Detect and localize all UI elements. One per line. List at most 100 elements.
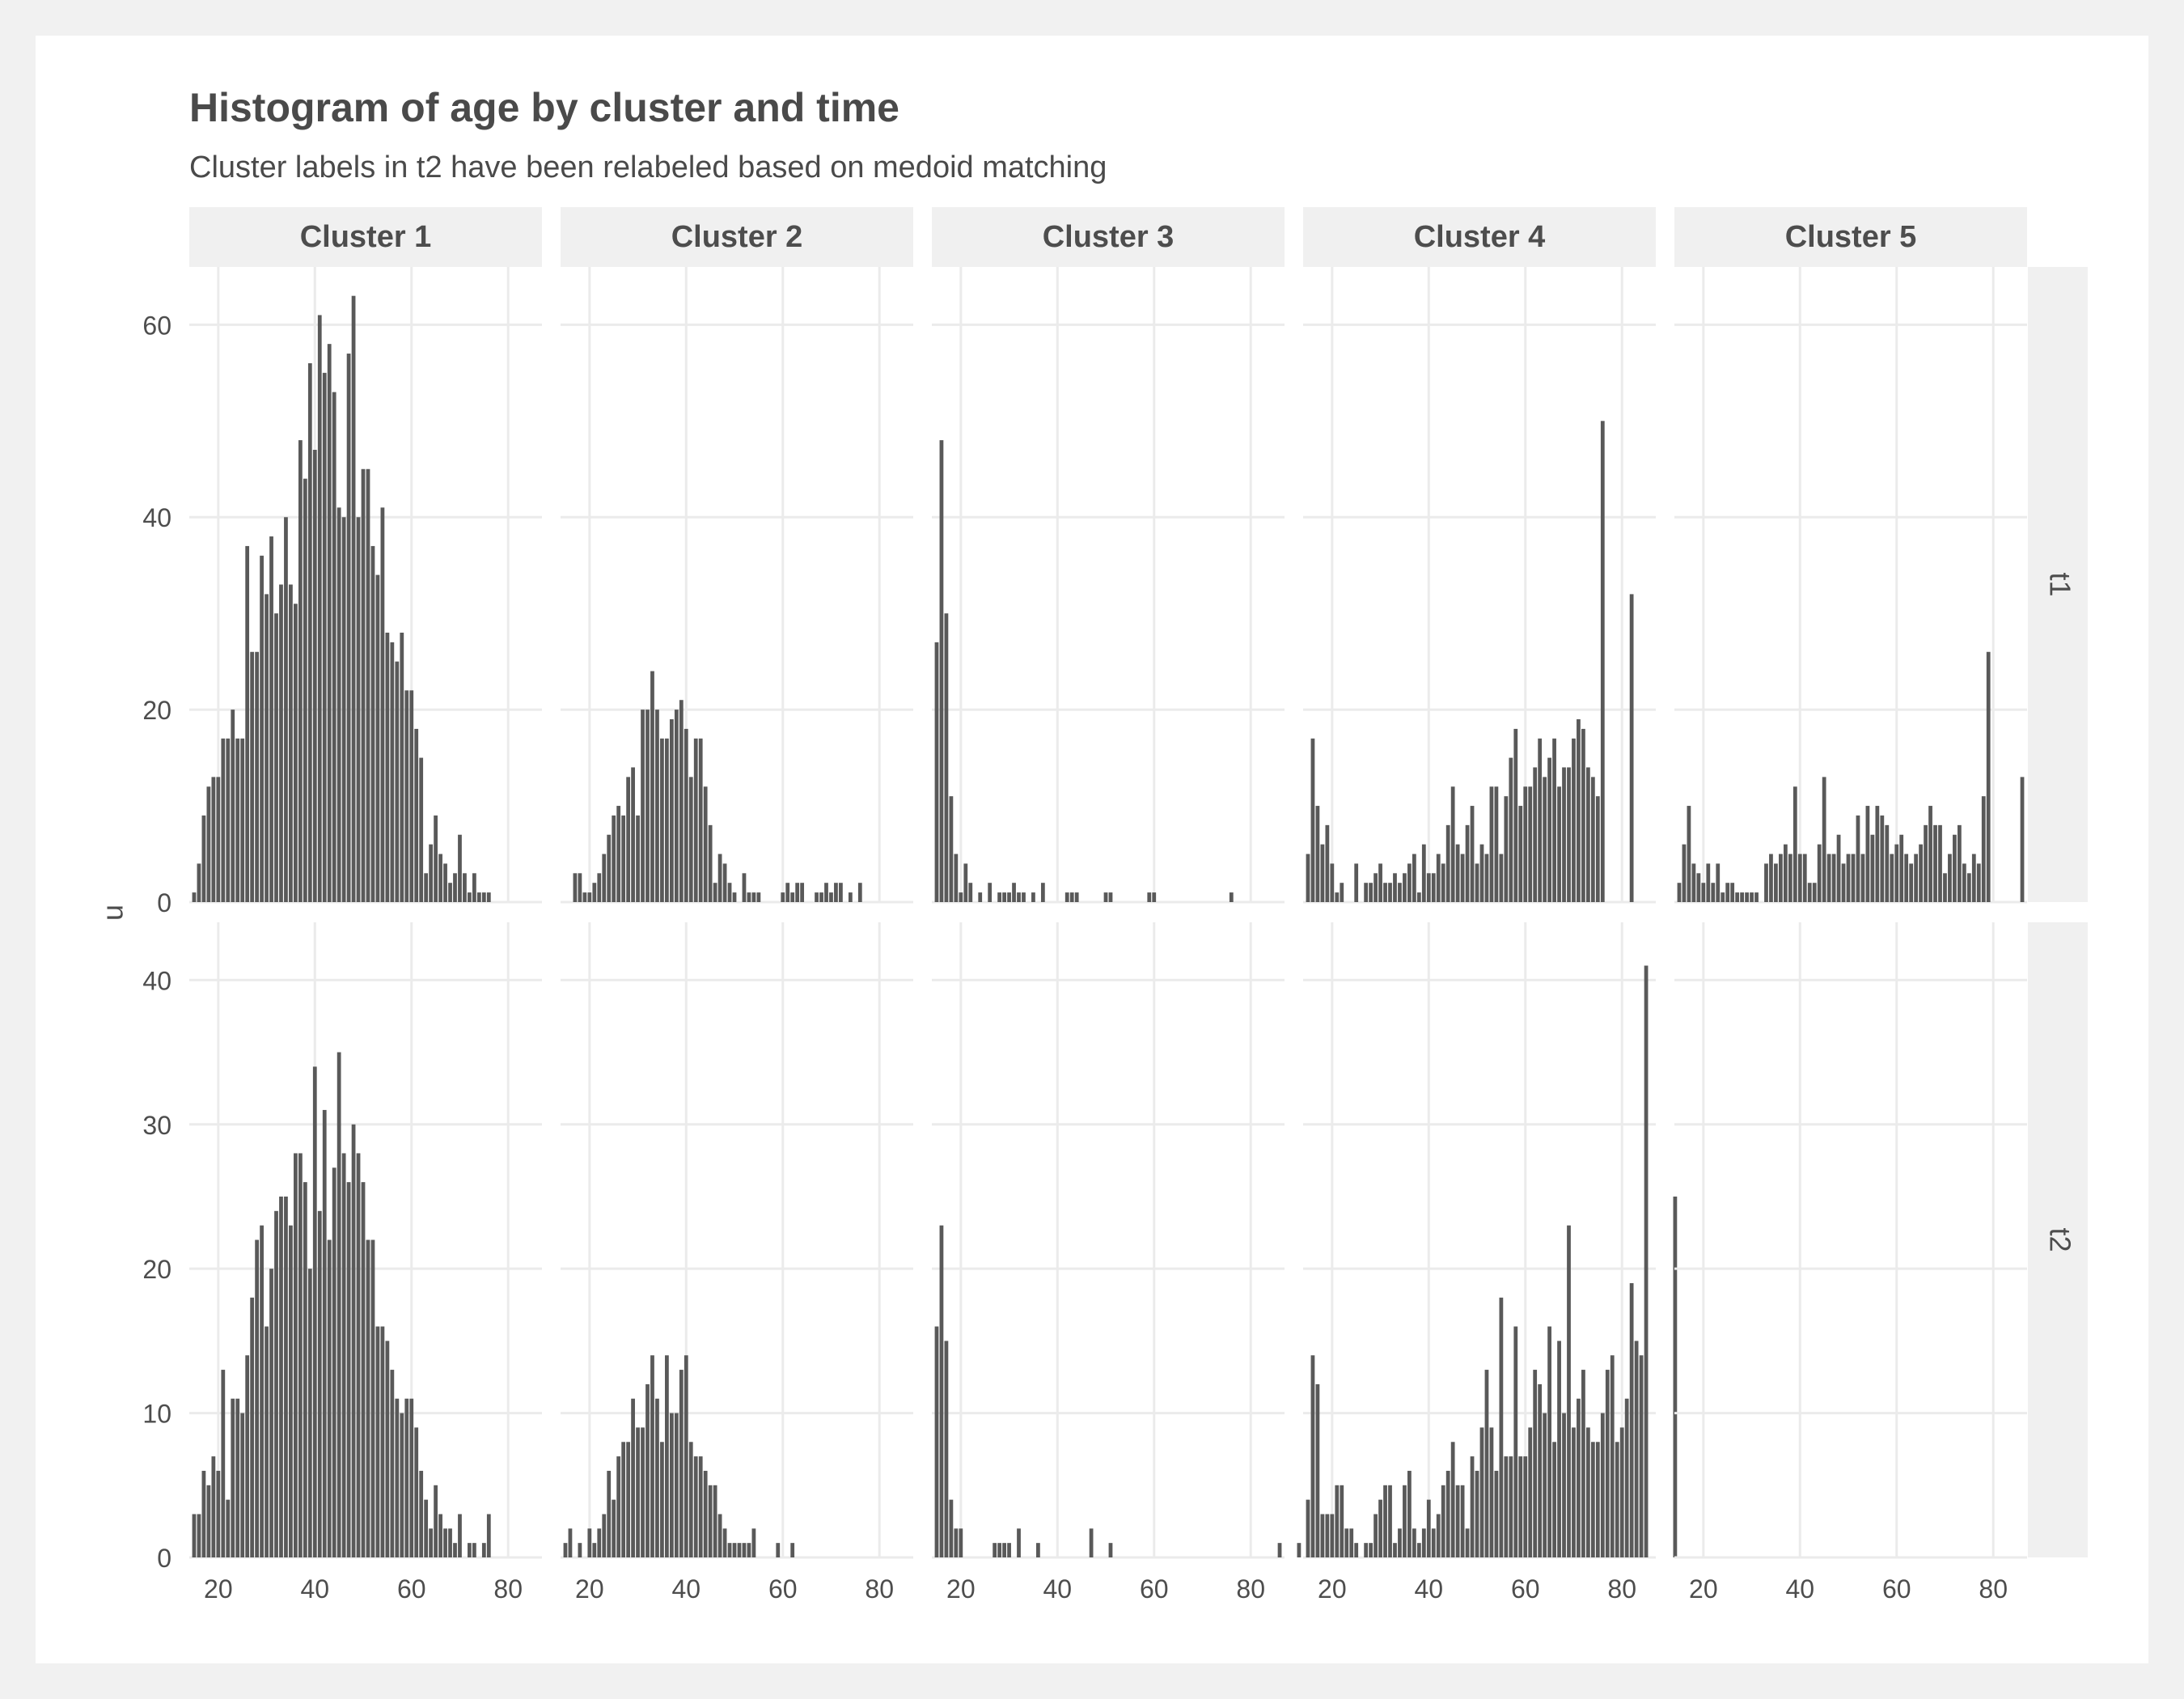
histogram-bar bbox=[356, 517, 361, 902]
histogram-bar bbox=[1639, 1355, 1644, 1557]
histogram-bar bbox=[1581, 1370, 1585, 1557]
histogram-bar bbox=[1315, 806, 1320, 902]
facet-strip-2 bbox=[561, 207, 913, 267]
histogram-bar bbox=[934, 1326, 939, 1557]
histogram-bar bbox=[1460, 854, 1465, 902]
histogram-bar bbox=[997, 892, 1002, 902]
histogram-bar bbox=[375, 574, 380, 902]
histogram-bar bbox=[1320, 1514, 1325, 1557]
histogram-bar bbox=[959, 892, 963, 902]
histogram-bar bbox=[385, 632, 390, 902]
histogram-bar bbox=[235, 1398, 240, 1557]
histogram-bar bbox=[616, 806, 621, 902]
histogram-bar bbox=[192, 1514, 197, 1557]
histogram-bar bbox=[698, 738, 703, 902]
histogram-bar bbox=[573, 873, 578, 902]
histogram-bar bbox=[1388, 1485, 1392, 1557]
histogram-bar bbox=[1421, 1528, 1426, 1557]
histogram-bar bbox=[1403, 873, 1407, 902]
row-strip-label-t2: t2 bbox=[2043, 1227, 2076, 1252]
histogram-bar bbox=[1108, 1543, 1113, 1557]
y-tick-label: 60 bbox=[142, 311, 171, 340]
histogram-bar bbox=[1802, 854, 1807, 902]
histogram-bar bbox=[1948, 854, 1952, 902]
histogram-bar bbox=[1489, 1427, 1494, 1557]
histogram-bar bbox=[245, 545, 250, 902]
histogram-bar bbox=[1407, 1470, 1412, 1557]
histogram-bar bbox=[1431, 1528, 1436, 1557]
histogram-bar bbox=[211, 1456, 216, 1557]
histogram-bar bbox=[626, 777, 631, 902]
histogram-bar bbox=[636, 1427, 640, 1557]
histogram-bar bbox=[366, 468, 370, 902]
histogram-bar bbox=[346, 1182, 351, 1557]
histogram-bar bbox=[1585, 1427, 1590, 1557]
histogram-bar bbox=[727, 883, 732, 902]
histogram-bar bbox=[438, 854, 442, 902]
histogram-bar bbox=[1909, 863, 1914, 902]
histogram-bar bbox=[1865, 806, 1870, 902]
histogram-bar bbox=[717, 854, 722, 902]
x-tick-label: 20 bbox=[575, 1574, 604, 1604]
histogram-bar bbox=[390, 1370, 395, 1557]
histogram-bar bbox=[751, 892, 756, 902]
x-tick-label: 20 bbox=[204, 1574, 233, 1604]
histogram-bar bbox=[1812, 883, 1817, 902]
histogram-bar bbox=[1398, 883, 1402, 902]
histogram-bar bbox=[336, 507, 341, 902]
histogram-bar bbox=[197, 1514, 201, 1557]
histogram-bar bbox=[1344, 1528, 1349, 1557]
histogram-bar bbox=[1383, 1485, 1387, 1557]
histogram-bar bbox=[815, 892, 819, 902]
histogram-bar bbox=[1340, 1485, 1344, 1557]
histogram-bar bbox=[1450, 786, 1455, 902]
histogram-bar bbox=[954, 854, 959, 902]
histogram-bar bbox=[1971, 854, 1976, 902]
histogram-bar bbox=[380, 507, 385, 902]
facet-strip-label-5: Cluster 5 bbox=[1785, 220, 1917, 254]
histogram-bar bbox=[1518, 806, 1523, 902]
histogram-bar bbox=[944, 1341, 949, 1557]
histogram-bar bbox=[1445, 824, 1450, 902]
histogram-bar bbox=[1320, 844, 1325, 902]
x-tick-label: 80 bbox=[865, 1574, 894, 1604]
histogram-bar bbox=[269, 1269, 273, 1557]
histogram-bar bbox=[341, 517, 346, 902]
histogram-bar bbox=[1421, 844, 1426, 902]
histogram-bar bbox=[274, 613, 278, 902]
histogram-bar bbox=[1644, 965, 1649, 1557]
histogram-bar bbox=[1600, 1413, 1605, 1557]
histogram-bar bbox=[231, 710, 235, 902]
histogram-bar bbox=[636, 815, 640, 902]
histogram-bar bbox=[1002, 1543, 1006, 1557]
histogram-bar bbox=[429, 844, 434, 902]
histogram-bar bbox=[1407, 863, 1412, 902]
histogram-bar bbox=[655, 710, 659, 902]
histogram-bar bbox=[1335, 892, 1340, 902]
histogram-bar bbox=[221, 738, 226, 902]
histogram-bar bbox=[1031, 892, 1035, 902]
histogram-bar bbox=[197, 863, 201, 902]
histogram-bar bbox=[1567, 1225, 1571, 1557]
x-tick-label: 60 bbox=[1511, 1574, 1540, 1604]
histogram-bar bbox=[1441, 863, 1445, 902]
histogram-bar bbox=[351, 295, 356, 902]
histogram-bar bbox=[1340, 883, 1344, 902]
x-tick-label: 80 bbox=[1979, 1574, 2008, 1604]
histogram-bar bbox=[1914, 854, 1919, 902]
histogram-bar bbox=[404, 690, 409, 902]
x-tick-label: 80 bbox=[493, 1574, 523, 1604]
histogram-bar bbox=[1310, 1355, 1315, 1557]
histogram-bar bbox=[688, 777, 693, 902]
histogram-bar bbox=[1533, 1370, 1538, 1557]
histogram-bar bbox=[1460, 1485, 1465, 1557]
histogram-bar bbox=[1846, 854, 1851, 902]
histogram-bar bbox=[612, 1499, 616, 1557]
histogram-bar bbox=[1465, 1528, 1470, 1557]
y-tick-label: 30 bbox=[142, 1111, 171, 1140]
histogram-bar bbox=[274, 1210, 278, 1557]
histogram-bar bbox=[1513, 728, 1518, 902]
histogram-bar bbox=[1595, 796, 1600, 902]
histogram-bar bbox=[284, 517, 288, 902]
histogram-bar bbox=[1822, 777, 1826, 902]
